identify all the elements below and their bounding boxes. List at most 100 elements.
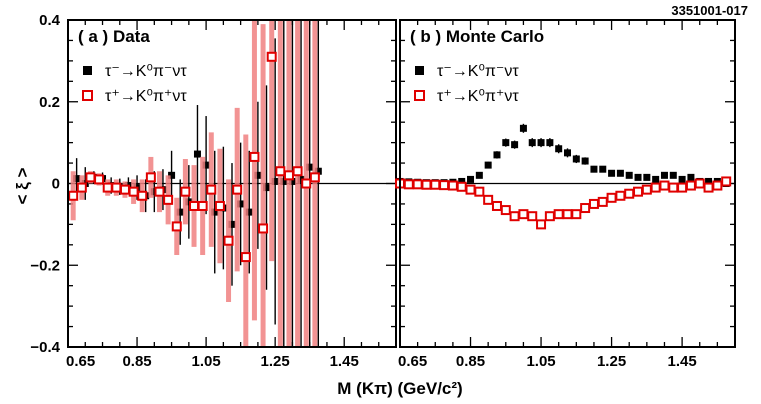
data-point: [571, 209, 582, 220]
data-point: [641, 184, 652, 195]
data-point: [185, 198, 193, 206]
data-point: [599, 165, 607, 173]
data-point: [150, 188, 158, 196]
data-point: [721, 176, 732, 187]
data-point: [430, 179, 441, 190]
data-point: [625, 171, 633, 179]
data-point: [102, 182, 113, 193]
data-point: [590, 165, 598, 173]
figure-id: 3351001-017: [671, 3, 748, 18]
data-point: [536, 219, 547, 230]
data-point: [555, 145, 563, 153]
data-point: [171, 221, 182, 232]
data-point: [652, 175, 660, 183]
data-point: [634, 173, 642, 181]
data-point: [562, 209, 573, 220]
data-point: [189, 200, 200, 211]
data-point: [500, 205, 511, 216]
data-point: [580, 203, 591, 214]
data-point: [145, 172, 156, 183]
x-tick-label: 0.85: [122, 353, 151, 370]
data-point: [228, 220, 236, 228]
data-point: [111, 182, 122, 193]
data-point: [154, 186, 165, 197]
data-point: [660, 171, 668, 179]
data-point: [193, 150, 201, 158]
data-point: [465, 184, 476, 195]
x-tick-label: 1.45: [668, 353, 697, 370]
data-point: [163, 194, 174, 205]
legend-marker: [415, 66, 424, 75]
y-tick-label: −0.2: [30, 257, 60, 274]
data-point: [76, 182, 87, 193]
x-tick-label: 1.05: [526, 353, 555, 370]
data-point: [223, 235, 234, 246]
data-point: [527, 211, 538, 222]
data-point: [283, 170, 294, 181]
data-point: [511, 141, 519, 149]
legend-label: τ⁻→K⁰π⁻ντ: [437, 63, 519, 80]
data-point: [180, 186, 191, 197]
data-point: [643, 173, 651, 181]
data-point: [528, 139, 536, 147]
data-point: [275, 166, 286, 177]
data-point: [456, 181, 467, 192]
data-point: [237, 200, 245, 208]
x-tick-label: 1.05: [192, 353, 221, 370]
panel-title: ( a ) Data: [78, 27, 150, 46]
data-point: [491, 200, 502, 211]
data-point: [412, 179, 423, 190]
data-point: [668, 182, 679, 193]
data-point: [403, 179, 414, 190]
y-tick-label: 0.4: [39, 12, 61, 29]
x-tick-label: 0.85: [456, 353, 485, 370]
data-point: [564, 149, 571, 157]
x-tick-label: 0.65: [398, 353, 427, 370]
data-point: [168, 171, 176, 179]
x-tick-label: 1.25: [261, 353, 290, 370]
panel-title: ( b ) Monte Carlo: [410, 27, 544, 46]
data-point: [509, 211, 520, 222]
data-point: [202, 161, 210, 169]
data-point: [458, 177, 466, 185]
data-point: [616, 169, 624, 177]
legend-label: τ⁻→K⁰π⁻ντ: [105, 63, 187, 80]
data-point: [694, 178, 705, 189]
data-point: [197, 200, 208, 211]
data-point: [176, 208, 184, 216]
data-point: [685, 180, 696, 191]
data-point: [588, 198, 599, 209]
data-point: [211, 208, 219, 216]
data-point: [73, 175, 81, 183]
data-point: [306, 163, 314, 171]
data-point: [502, 139, 510, 147]
x-tick-label: 0.65: [66, 353, 95, 370]
data-point: [608, 169, 616, 177]
legend-label: τ⁺→K⁰π⁺ντ: [105, 88, 187, 105]
data-point: [301, 178, 312, 189]
x-axis-label: M (Kπ) (GeV/c²): [337, 379, 462, 398]
data-point: [687, 173, 695, 181]
x-tick-label: 1.45: [330, 353, 359, 370]
data-point: [137, 190, 148, 201]
data-point: [553, 209, 564, 220]
data-point: [572, 155, 580, 163]
y-tick-label: 0.2: [39, 94, 60, 111]
data-point: [597, 196, 608, 207]
data-point: [214, 200, 225, 211]
data-point: [292, 166, 303, 177]
data-point: [68, 190, 79, 201]
data-point: [633, 186, 644, 197]
data-point: [650, 182, 661, 193]
data-point: [266, 51, 277, 62]
data-point: [581, 157, 589, 165]
data-point: [309, 172, 320, 183]
data-point: [484, 161, 492, 169]
data-point: [232, 184, 243, 195]
data-point: [271, 177, 279, 185]
data-point: [606, 192, 617, 203]
legend-marker: [83, 66, 92, 75]
legend-marker: [414, 90, 425, 101]
data-point: [280, 177, 288, 185]
data-point: [659, 180, 670, 191]
